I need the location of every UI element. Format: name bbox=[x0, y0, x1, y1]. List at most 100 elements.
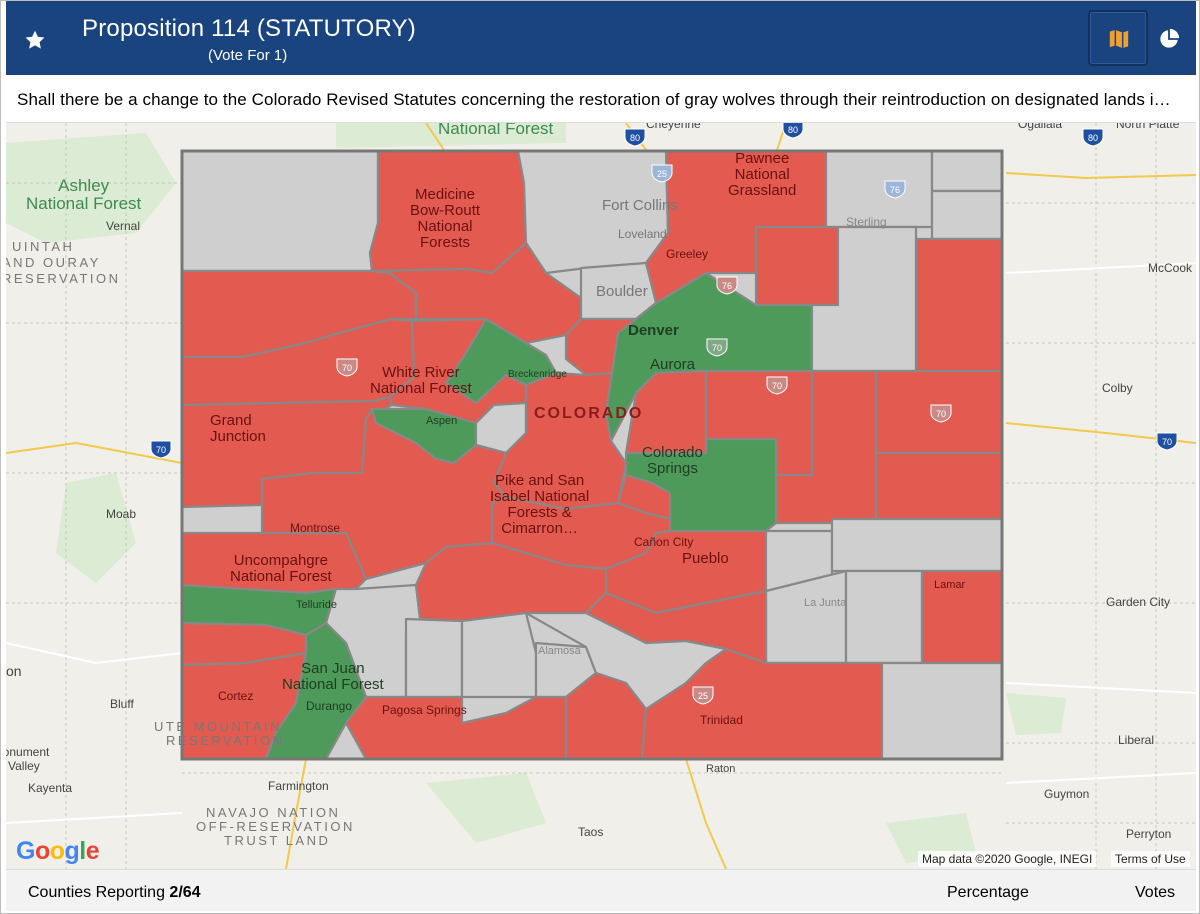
svg-text:25: 25 bbox=[698, 691, 708, 701]
map-label-north-platte: North Platte bbox=[1116, 123, 1180, 131]
map-label-guymon: Guymon bbox=[1044, 787, 1090, 801]
svg-text:76: 76 bbox=[722, 281, 732, 291]
map-label-pagosa: Pagosa Springs bbox=[382, 703, 467, 717]
map-label-ute-mountain: UTE MOUNTAIN bbox=[154, 719, 282, 734]
map-label-reservation: RESERVATION bbox=[6, 271, 121, 286]
map-label-durango: Durango bbox=[306, 699, 353, 713]
svg-text:80: 80 bbox=[630, 133, 640, 143]
map-label-vernal: Vernal bbox=[106, 219, 141, 233]
map-label-uncompahgre: Uncompahgre National Forest bbox=[230, 552, 332, 585]
map-label-colby: Colby bbox=[1102, 381, 1133, 395]
map-label-liberal: Liberal bbox=[1118, 733, 1155, 747]
map-view-button[interactable] bbox=[1088, 10, 1148, 66]
svg-text:70: 70 bbox=[342, 363, 352, 373]
interstate-70-shield: 70 bbox=[930, 404, 952, 423]
map-label-aurora: Aurora bbox=[650, 356, 696, 373]
svg-text:70: 70 bbox=[772, 381, 782, 391]
map-label-farmington: Farmington bbox=[268, 779, 329, 793]
map-label-ute-reservation: RESERVATION bbox=[166, 733, 285, 748]
map-base bbox=[6, 123, 1196, 869]
map-label-monument: lonument bbox=[6, 745, 50, 759]
map-label-pawnee: Pawnee National Grassland bbox=[728, 150, 797, 199]
map-label-greeley: Greeley bbox=[666, 247, 709, 261]
map-label-raton: Raton bbox=[706, 763, 736, 775]
svg-text:70: 70 bbox=[712, 343, 722, 353]
map-label-telluride: Telluride bbox=[296, 599, 337, 611]
interstate-70-shield: 70 bbox=[336, 358, 358, 377]
map-label-breckenridge: Breckenridge bbox=[508, 369, 567, 380]
interstate-76-shield: 76 bbox=[884, 180, 906, 199]
map-label-san-juan: San Juan National Forest bbox=[282, 660, 384, 693]
map-label-montrose: Montrose bbox=[290, 521, 341, 535]
interstate-76-shield: 76 bbox=[716, 276, 738, 295]
map-label-kayenta: Kayenta bbox=[28, 781, 73, 795]
map-label-cortez: Cortez bbox=[218, 689, 254, 703]
svg-text:70: 70 bbox=[936, 409, 946, 419]
map-label-ashley: Ashley National Forest bbox=[26, 176, 142, 213]
map-label-navajo-3: TRUST LAND bbox=[224, 833, 331, 848]
svg-text:25: 25 bbox=[657, 169, 667, 179]
map-label-medicine-bow: Medicine Bow-Routt National Forests bbox=[410, 186, 481, 251]
counties-reporting-value: 2/64 bbox=[169, 884, 201, 901]
map-label-la-junta: La Junta bbox=[804, 597, 847, 609]
map-label-denver: Denver bbox=[628, 322, 679, 339]
question-text: Shall there be a change to the Colorado … bbox=[17, 90, 1171, 109]
map-label-ouray: AND OURAY bbox=[6, 255, 101, 270]
svg-text:80: 80 bbox=[788, 125, 798, 135]
counties-reporting-label: Counties Reporting bbox=[28, 884, 165, 901]
interstate-70-shield: 70 bbox=[766, 376, 788, 395]
map-label-loveland: Loveland bbox=[618, 227, 667, 241]
counties-reporting: Counties Reporting 2/64 bbox=[28, 884, 201, 902]
map-label-pike: Pike and San Isabel National Forests & C… bbox=[490, 472, 590, 537]
map-label-cheyenne: Cheyenne bbox=[646, 123, 701, 131]
map-label-taos: Taos bbox=[578, 825, 604, 839]
interstate-80-shield: 80 bbox=[782, 123, 804, 139]
map-label-colorado-springs: Colorado Springs bbox=[642, 444, 703, 477]
map-icon bbox=[1109, 29, 1129, 49]
votes-tab[interactable]: Votes bbox=[1135, 884, 1176, 901]
map-label-pueblo: Pueblo bbox=[682, 550, 729, 567]
header-bar: Proposition 114 (STATUTORY) (Vote For 1) bbox=[6, 1, 1196, 75]
map-label-canon-city: Cañon City bbox=[634, 535, 694, 549]
page-title: Proposition 114 (STATUTORY) bbox=[82, 15, 416, 42]
map-label-national-forest-top: National Forest bbox=[438, 123, 554, 138]
svg-text:76: 76 bbox=[890, 185, 900, 195]
map-label-sterling: Sterling bbox=[846, 215, 887, 229]
map-label-aspen: Aspen bbox=[426, 415, 458, 427]
map-label-colorado: COLORADO bbox=[534, 405, 644, 422]
map-label-perryton: Perryton bbox=[1126, 827, 1172, 841]
interstate-25-shield: 25 bbox=[651, 164, 673, 183]
map-label-bluff: Bluff bbox=[110, 697, 134, 711]
map-label-alamosa: Alamosa bbox=[538, 645, 581, 657]
interstate-70-shield: 70 bbox=[150, 440, 172, 459]
map-label-trinidad: Trinidad bbox=[700, 713, 743, 727]
svg-text:80: 80 bbox=[1088, 133, 1098, 143]
percentage-tab[interactable]: Percentage bbox=[947, 884, 1029, 901]
footer-bar: Counties Reporting 2/64 Percentage Votes bbox=[6, 869, 1196, 911]
map-label-lamar: Lamar bbox=[934, 579, 966, 591]
terms-of-use-link[interactable]: Terms of Use bbox=[1111, 851, 1190, 867]
map-label-boulder: Boulder bbox=[596, 283, 648, 300]
interstate-70-shield: 70 bbox=[706, 338, 728, 357]
interstate-25-shield: 25 bbox=[692, 686, 714, 705]
map-label-fort-collins: Fort Collins bbox=[602, 197, 678, 214]
interstate-70-shield: 70 bbox=[1156, 432, 1178, 451]
ballot-question: Shall there be a change to the Colorado … bbox=[6, 75, 1196, 123]
map-label-valley: Valley bbox=[8, 759, 40, 773]
pie-chart-icon[interactable] bbox=[1158, 28, 1180, 50]
svg-text:70: 70 bbox=[156, 445, 166, 455]
map-attribution: Map data ©2020 Google, INEGI bbox=[918, 851, 1097, 867]
star-icon[interactable] bbox=[24, 29, 46, 51]
map-label-navajo-2: OFF-RESERVATION bbox=[196, 819, 355, 834]
map-label-on: on bbox=[6, 663, 22, 679]
map-label-ogallala: Ogallala bbox=[1018, 123, 1063, 131]
map-label-navajo-1: NAVAJO NATION bbox=[206, 805, 341, 820]
google-logo: Google bbox=[16, 837, 100, 865]
map-label-garden-city: Garden City bbox=[1106, 595, 1171, 609]
map-label-moab: Moab bbox=[106, 507, 137, 521]
map-label-uintah: UINTAH bbox=[12, 239, 75, 254]
results-map[interactable]: National Forest Ashley National Forest V… bbox=[6, 123, 1196, 869]
map-label-grand-junction: Grand Junction bbox=[210, 412, 266, 445]
page-subtitle: (Vote For 1) bbox=[208, 47, 288, 64]
